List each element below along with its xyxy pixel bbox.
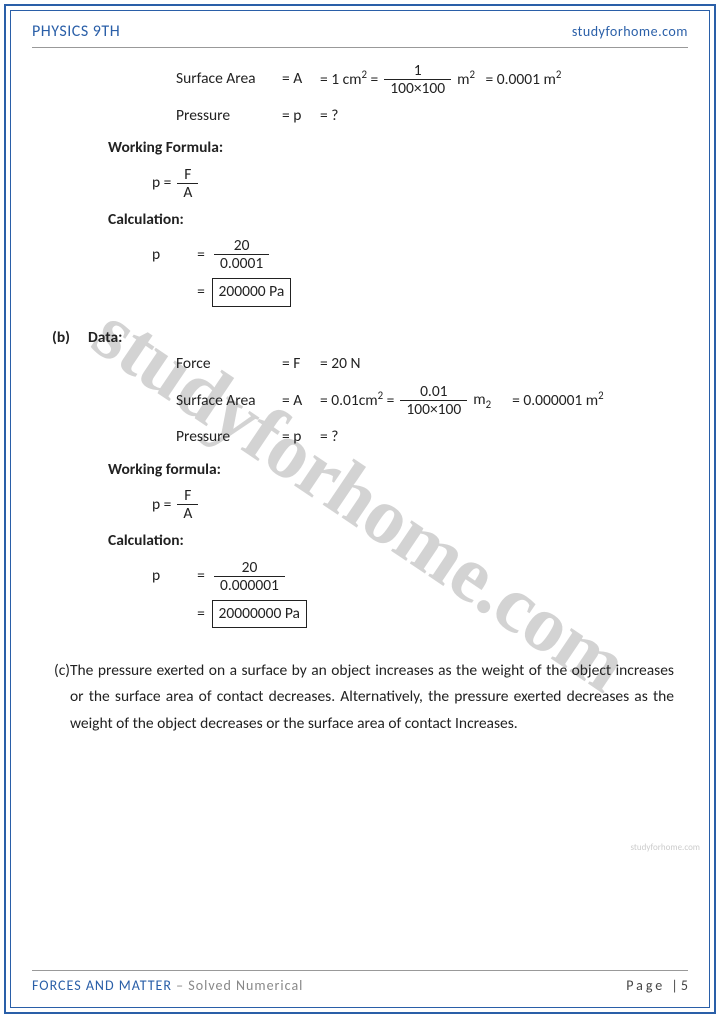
c-paragraph: The pressure exerted on a surface by an … [70,658,680,737]
a-surface-area-line: Surface Area = A = 1 cm2 = 1 100×100 m2 … [40,62,680,97]
c-section: (c) The pressure exerted on a surface by… [40,658,680,737]
b-working-formula-title: Working formula: [108,457,680,483]
a-working-formula: p = F A [40,166,680,201]
a-answer-box: 200000 Pa [212,278,292,306]
footer-page-label: Page | [626,977,681,994]
b-calc-line2: = 20000000 Pa [40,600,680,628]
a-calculation-title: Calculation: [108,207,680,233]
a-working-formula-title: Working Formula: [108,135,680,161]
page-footer: FORCES AND MATTER – Solved Numerical Pag… [32,970,688,994]
header-left: PHYSICS 9TH [32,22,120,41]
b-answer-box: 20000000 Pa [212,600,307,628]
footer-sub: – Solved Numerical [172,977,303,994]
a-calc-line1: p = 20 0.0001 [40,237,680,272]
content: Surface Area = A = 1 cm2 = 1 100×100 m2 … [32,48,688,737]
a-pressure-line: Pressure = p = ? [40,103,680,129]
b-pressure-line: Pressure = p = ? [40,424,680,450]
header-right: studyforhome.com [572,23,688,40]
fraction: 1 100×100 [384,62,451,97]
b-calculation-title: Calculation: [108,528,680,554]
b-calc-line1: p = 20 0.000001 [40,559,680,594]
a-calc-line2: = 200000 Pa [40,278,680,306]
c-tag: (c) [40,658,70,737]
b-surface-area-line: Surface Area = A = 0.01cm2 = 0.01 100×10… [40,383,680,418]
b-section: (b) Data: [40,325,680,351]
page-header: PHYSICS 9TH studyforhome.com [32,22,688,48]
b-force-line: Force = F = 20 N [40,351,680,377]
footer-page-num: 5 [681,977,688,994]
footer-chapter: FORCES AND MATTER [32,977,172,994]
b-working-formula: p = F A [40,487,680,522]
